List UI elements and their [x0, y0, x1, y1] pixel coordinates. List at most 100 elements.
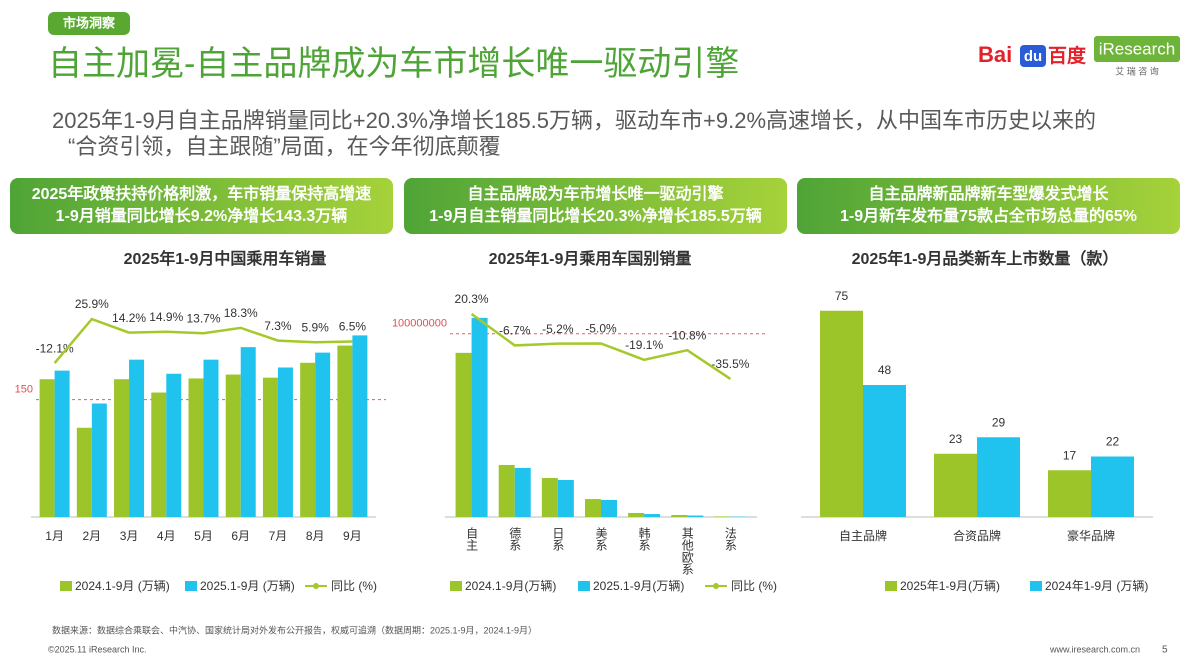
logo-iresearch-cn: 艾 瑞 咨 询 — [1115, 65, 1159, 76]
legend-label: 2024年1-9月 (万辆) — [1045, 579, 1148, 593]
tag-bg — [48, 12, 130, 35]
legend-label: 2025.1-9月(万辆) — [593, 579, 684, 593]
reference-label: 100000000 — [392, 318, 447, 330]
data-label: 23 — [949, 432, 963, 446]
line — [53, 317, 353, 364]
legend-swatch — [450, 581, 462, 591]
data-label: 5.9% — [301, 320, 329, 334]
bar — [1091, 456, 1134, 517]
data-label: 7.3% — [264, 319, 292, 333]
logo-du-bg — [1020, 45, 1046, 67]
banner-text: 1-9月新车发布量75款占全市场总量的65% — [840, 206, 1137, 225]
bar — [977, 437, 1020, 517]
bar — [225, 374, 241, 517]
x-tick-label: 其他欧系 — [680, 527, 694, 575]
bar — [76, 427, 92, 517]
logo-baidu-cn: 百度 — [1048, 44, 1087, 67]
bar — [601, 499, 617, 517]
subtitle: “合资引领，自主跟随”局面，在今年彻底颠覆 — [68, 134, 501, 159]
x-tick-label: 自主品牌 — [839, 529, 887, 543]
data-label: 29 — [992, 415, 1006, 429]
line — [470, 312, 732, 381]
bar — [541, 477, 558, 517]
logo-bai: Bai — [978, 42, 1012, 67]
bar — [151, 392, 167, 517]
x-tick-label: 8月 — [306, 529, 325, 543]
bar — [91, 403, 107, 517]
x-tick-label: 9月 — [343, 529, 362, 543]
bar — [471, 317, 488, 517]
banner-text: 自主品牌成为车市增长唯一驱动引擎 — [467, 184, 724, 203]
legend-label: 同比 (%) — [731, 579, 777, 593]
bar — [203, 359, 219, 517]
bar — [557, 479, 574, 517]
bar — [863, 385, 906, 517]
bar — [714, 516, 731, 517]
logo-du: du — [1024, 48, 1042, 65]
bar — [166, 373, 182, 517]
bar — [240, 347, 256, 517]
bar — [262, 377, 278, 517]
logo-ir-bg — [1094, 36, 1180, 62]
bar — [315, 352, 331, 517]
x-tick-label: 2月 — [82, 529, 101, 543]
x-tick-label: 豪华品牌 — [1067, 528, 1115, 543]
data-label: -35.5% — [711, 357, 749, 371]
legend-swatch — [60, 581, 72, 591]
subtitle: 2025年1-9月自主品牌销量同比+20.3%净增长185.5万辆，驱动车市+9… — [52, 108, 1096, 133]
data-label: 17 — [1063, 448, 1077, 462]
data-label: -19.1% — [625, 338, 663, 352]
title: 自主加冕-自主品牌成为车市增长唯一驱动引擎 — [48, 45, 739, 83]
legend-swatch — [578, 581, 590, 591]
copyright: ©2025.11 iResearch Inc. — [48, 644, 147, 654]
data-label: 25.9% — [75, 297, 109, 311]
bar — [671, 514, 688, 517]
bar — [300, 362, 316, 517]
bar — [129, 359, 145, 517]
data-label: 22 — [1106, 435, 1120, 449]
legend-swatch — [185, 581, 197, 591]
bar — [54, 370, 70, 517]
x-tick-label: 5月 — [194, 529, 213, 543]
x-tick-label: 3月 — [120, 529, 139, 543]
legend-label: 同比 (%) — [331, 579, 377, 593]
data-label: -6.7% — [499, 324, 531, 338]
data-label: -10.8% — [668, 328, 706, 342]
banner-text: 1-9月销量同比增长9.2%净增长143.3万辆 — [56, 206, 348, 225]
reference-label: 150 — [15, 383, 33, 395]
chart-title: 2025年1-9月乘用车国别销量 — [489, 249, 692, 268]
bar — [352, 335, 368, 517]
banner-bg — [10, 178, 393, 234]
bar — [687, 515, 704, 517]
logo-iresearch: iResearch — [1099, 39, 1176, 58]
bar — [39, 379, 55, 517]
legend-swatch — [313, 583, 319, 589]
legend-label: 2024.1-9月(万辆) — [465, 579, 556, 593]
bar — [628, 512, 645, 517]
x-tick-label: 1月 — [45, 529, 64, 543]
banner-bg — [797, 178, 1180, 234]
banner-text: 自主品牌新品牌新车型爆发式增长 — [868, 184, 1109, 203]
x-tick-label: 日系 — [551, 527, 565, 551]
legend-label: 2025.1-9月 (万辆) — [200, 579, 295, 593]
data-label: -5.0% — [585, 322, 617, 336]
x-tick-label: 德系 — [508, 526, 522, 551]
bar — [820, 310, 863, 517]
chart-title: 2025年1-9月中国乘用车销量 — [124, 249, 327, 268]
bar — [514, 467, 531, 517]
bar — [934, 453, 977, 517]
data-label: 13.7% — [186, 311, 220, 325]
x-tick-label: 法系 — [723, 527, 737, 551]
banner-text: 1-9月自主销量同比增长20.3%净增长185.5万辆 — [429, 206, 762, 225]
data-label: 48 — [878, 363, 892, 377]
x-tick-label: 合资品牌 — [953, 528, 1001, 543]
data-label: 20.3% — [455, 292, 489, 306]
bar — [114, 379, 130, 517]
data-label: 75 — [835, 289, 849, 303]
source: 数据来源：数据综合乘联会、中汽协、国家统计局对外发布公开报告，权威可追溯（数据周… — [52, 624, 537, 635]
data-label: 14.2% — [112, 311, 146, 325]
legend-swatch — [885, 581, 897, 591]
bar — [188, 378, 204, 517]
banner-text: 2025年政策扶持价格刺激，车市销量保持高增速 — [32, 184, 372, 203]
